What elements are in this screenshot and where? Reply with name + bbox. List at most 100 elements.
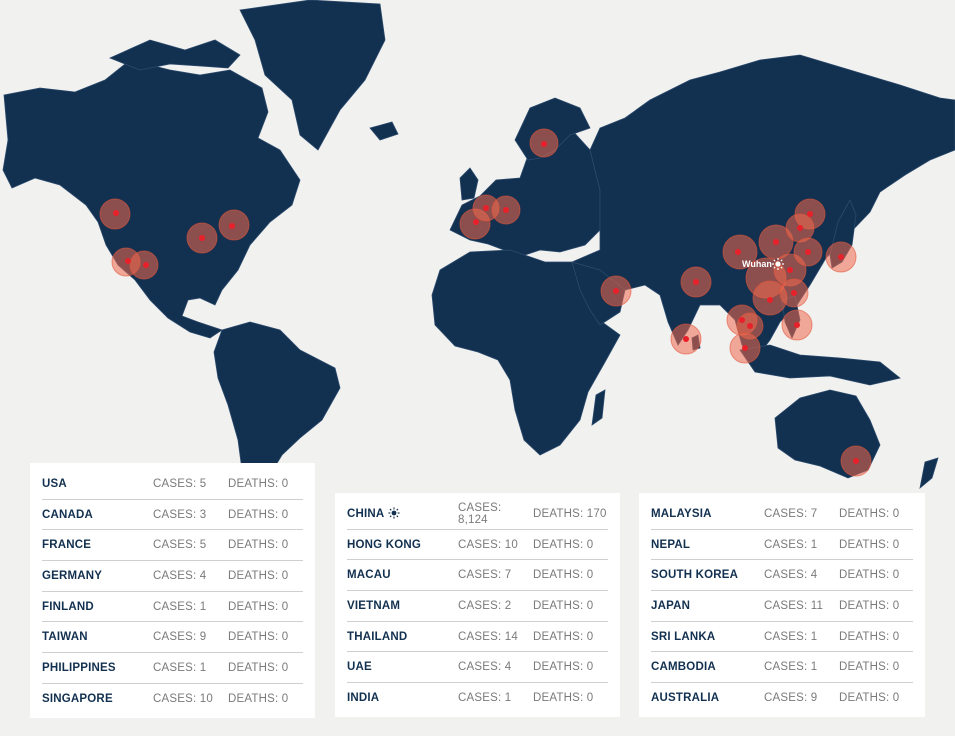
deaths-value: DEATHS: 0 — [839, 630, 900, 643]
hotspot-core — [853, 458, 859, 464]
cases-value: CASES: 1 — [153, 661, 207, 674]
deaths-value: DEATHS: 0 — [228, 508, 289, 521]
hotspot-core — [742, 345, 748, 351]
land-new-zealand — [919, 457, 939, 490]
hotspot-core — [473, 219, 479, 225]
deaths-value: DEATHS: 0 — [839, 661, 900, 674]
hotspot-core — [229, 223, 235, 229]
wuhan-label: Wuhan — [742, 259, 772, 269]
cases-value: CASES: 5 — [153, 477, 207, 490]
deaths-value: DEATHS: 0 — [228, 692, 289, 705]
table-row: MALAYSIA CASES: 7 DEATHS: 0 — [651, 499, 913, 530]
deaths-value: DEATHS: 0 — [228, 569, 289, 582]
table-row: JAPAN CASES: 11 DEATHS: 0 — [651, 591, 913, 622]
hotspot-core — [791, 290, 797, 296]
wuhan-sun-icon — [772, 258, 784, 270]
table-row: GERMANY CASES: 4 DEATHS: 0 — [42, 561, 303, 592]
table-row: SRI LANKA CASES: 1 DEATHS: 0 — [651, 622, 913, 653]
cases-value: CASES: 4 — [458, 661, 512, 674]
deaths-value: DEATHS: 0 — [533, 538, 594, 551]
country-name: HONG KONG — [347, 538, 421, 551]
hotspot-core — [787, 267, 793, 273]
virus-icon — [388, 507, 401, 519]
deaths-value: DEATHS: 0 — [228, 631, 289, 644]
country-name: CHINA — [347, 507, 458, 520]
cases-value: CASES: 14 — [458, 630, 518, 643]
deaths-value: DEATHS: 0 — [533, 661, 594, 674]
deaths-value: DEATHS: 170 — [533, 507, 607, 520]
table-row: USA CASES: 5 DEATHS: 0 — [42, 469, 303, 500]
deaths-value: DEATHS: 0 — [228, 661, 289, 674]
country-name: JAPAN — [651, 599, 691, 612]
land-iceland — [369, 121, 399, 141]
hotspot-core — [747, 323, 753, 329]
hotspot-core — [199, 235, 205, 241]
cases-value: CASES: 4 — [153, 569, 207, 582]
hotspot-core — [794, 322, 800, 328]
country-name: CANADA — [42, 508, 94, 521]
country-name: MALAYSIA — [651, 507, 712, 520]
country-name: VIETNAM — [347, 599, 401, 612]
hotspot-core — [735, 249, 741, 255]
cases-value: CASES: 1 — [153, 600, 207, 613]
deaths-value: DEATHS: 0 — [839, 691, 900, 704]
table-row: VIETNAM CASES: 2 DEATHS: 0 — [347, 591, 608, 622]
cases-table-3: MALAYSIA CASES: 7 DEATHS: 0 NEPAL CASES: 1 D… — [639, 493, 925, 717]
land-canadian-arctic — [108, 39, 241, 71]
country-name: SINGAPORE — [42, 692, 113, 705]
cases-value: CASES: 5 — [153, 539, 207, 552]
land-british-isles — [459, 167, 479, 201]
hotspot-core — [838, 254, 844, 260]
deaths-value: DEATHS: 0 — [228, 600, 289, 613]
deaths-value: DEATHS: 0 — [533, 569, 594, 582]
deaths-value: DEATHS: 0 — [839, 538, 900, 551]
hotspot-core — [773, 239, 779, 245]
table-row: UAE CASES: 4 DEATHS: 0 — [347, 652, 608, 684]
deaths-value: DEATHS: 0 — [533, 599, 594, 612]
hotspot-core — [807, 211, 813, 217]
table-row: THAILAND CASES: 14 DEATHS: 0 — [347, 622, 608, 653]
cases-table-2: CHINA CASES: 8,124 DEATHS: 170 HONG KONG CA… — [335, 493, 620, 717]
table-row: SOUTH KOREA CASES: 4 DEATHS: 0 — [651, 560, 913, 592]
table-row: HONG KONG CASES: 10 DEATHS: 0 — [347, 530, 608, 561]
table-row: INDIA CASES: 1 DEATHS: 0 — [347, 683, 608, 713]
land-arabia — [571, 261, 626, 326]
deaths-value: DEATHS: 0 — [228, 477, 289, 490]
deaths-value: DEATHS: 0 — [839, 507, 900, 520]
deaths-value: DEATHS: 0 — [228, 539, 289, 552]
deaths-value: DEATHS: 0 — [839, 599, 900, 612]
table-row: FINLAND CASES: 1 DEATHS: 0 — [42, 592, 303, 623]
country-name: SRI LANKA — [651, 630, 716, 643]
hotspot-core — [739, 317, 745, 323]
hotspot-core — [541, 141, 547, 147]
land-madagascar — [591, 389, 606, 426]
country-name: AUSTRALIA — [651, 691, 720, 704]
country-name: PHILIPPINES — [42, 661, 116, 674]
hotspot-core — [113, 210, 119, 216]
cases-value: CASES: 3 — [153, 508, 207, 521]
cases-value: CASES: 8,124 — [458, 501, 502, 526]
cases-value: CASES: 2 — [458, 599, 512, 612]
table-row: SINGAPORE CASES: 10 DEATHS: 0 — [42, 684, 303, 714]
cases-table-1: USA CASES: 5 DEATHS: 0 CANADA CASES: 3 DEATH… — [30, 463, 315, 718]
country-name: UAE — [347, 661, 372, 674]
table-row: FRANCE CASES: 5 DEATHS: 0 — [42, 530, 303, 562]
country-name: MACAU — [347, 569, 391, 582]
hotspot-core — [797, 225, 803, 231]
cases-value: CASES: 11 — [764, 599, 824, 612]
hotspot-core — [125, 258, 131, 264]
hotspot-core — [767, 297, 773, 303]
table-row: CAMBODIA CASES: 1 DEATHS: 0 — [651, 652, 913, 684]
hotspots — [99, 128, 872, 477]
cases-value: CASES: 1 — [764, 630, 818, 643]
country-name: FINLAND — [42, 600, 94, 613]
country-name: TAIWAN — [42, 631, 88, 644]
deaths-value: DEATHS: 0 — [533, 691, 594, 704]
country-name: USA — [42, 477, 67, 490]
table-row: AUSTRALIA CASES: 9 DEATHS: 0 — [651, 683, 913, 713]
cases-value: CASES: 9 — [153, 631, 207, 644]
land-indonesia — [739, 344, 901, 386]
country-name: INDIA — [347, 691, 380, 704]
country-name: SOUTH KOREA — [651, 569, 739, 582]
table-row: CHINA CASES: 8,124 DEATHS: 170 — [347, 499, 608, 530]
